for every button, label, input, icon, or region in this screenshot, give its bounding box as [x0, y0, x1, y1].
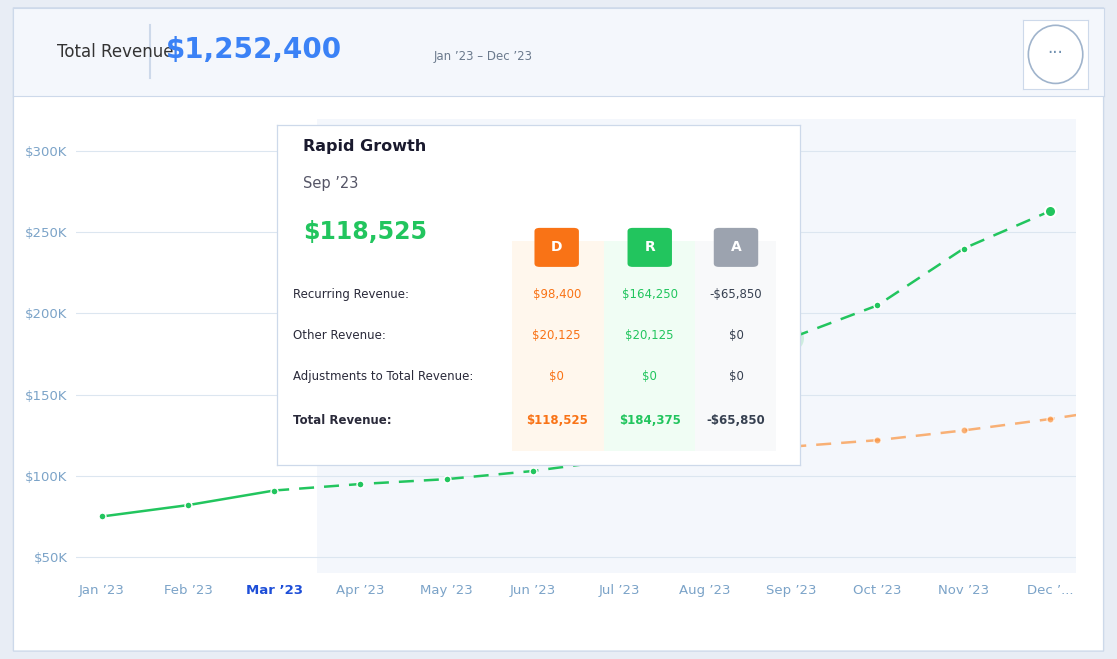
- FancyBboxPatch shape: [714, 228, 758, 267]
- FancyBboxPatch shape: [603, 241, 695, 451]
- Text: Recurring Revenue:: Recurring Revenue:: [293, 289, 409, 301]
- Text: $0: $0: [728, 329, 744, 342]
- Text: -$65,850: -$65,850: [709, 289, 762, 301]
- Text: Total Revenue:: Total Revenue:: [293, 414, 391, 427]
- Text: Adjustments to Total Revenue:: Adjustments to Total Revenue:: [293, 370, 474, 383]
- Text: $0: $0: [550, 370, 564, 383]
- Text: ···: ···: [1048, 44, 1063, 62]
- Text: R: R: [645, 241, 655, 254]
- Text: Total Revenue: Total Revenue: [57, 43, 173, 61]
- Text: $118,525: $118,525: [526, 414, 588, 427]
- Text: $98,400: $98,400: [533, 289, 581, 301]
- Text: Rapid Growth: Rapid Growth: [303, 139, 427, 154]
- Text: $20,125: $20,125: [533, 329, 581, 342]
- Text: $184,375: $184,375: [619, 414, 680, 427]
- Text: Jan ’23 – Dec ’23: Jan ’23 – Dec ’23: [433, 49, 532, 63]
- Text: $1,252,400: $1,252,400: [166, 36, 342, 64]
- FancyBboxPatch shape: [534, 228, 579, 267]
- FancyBboxPatch shape: [695, 241, 776, 451]
- Text: Sep ’23: Sep ’23: [303, 176, 359, 191]
- Text: Forecast: Forecast: [324, 138, 369, 148]
- Text: $0: $0: [642, 370, 657, 383]
- Text: $0: $0: [728, 370, 744, 383]
- FancyBboxPatch shape: [513, 241, 603, 451]
- Text: Other Revenue:: Other Revenue:: [293, 329, 385, 342]
- Text: A: A: [731, 241, 742, 254]
- Bar: [317, 119, 1092, 573]
- Text: $118,525: $118,525: [303, 220, 427, 244]
- Text: $20,125: $20,125: [626, 329, 674, 342]
- Text: D: D: [551, 241, 563, 254]
- Text: $164,250: $164,250: [622, 289, 678, 301]
- Text: -$65,850: -$65,850: [707, 414, 765, 427]
- FancyBboxPatch shape: [628, 228, 672, 267]
